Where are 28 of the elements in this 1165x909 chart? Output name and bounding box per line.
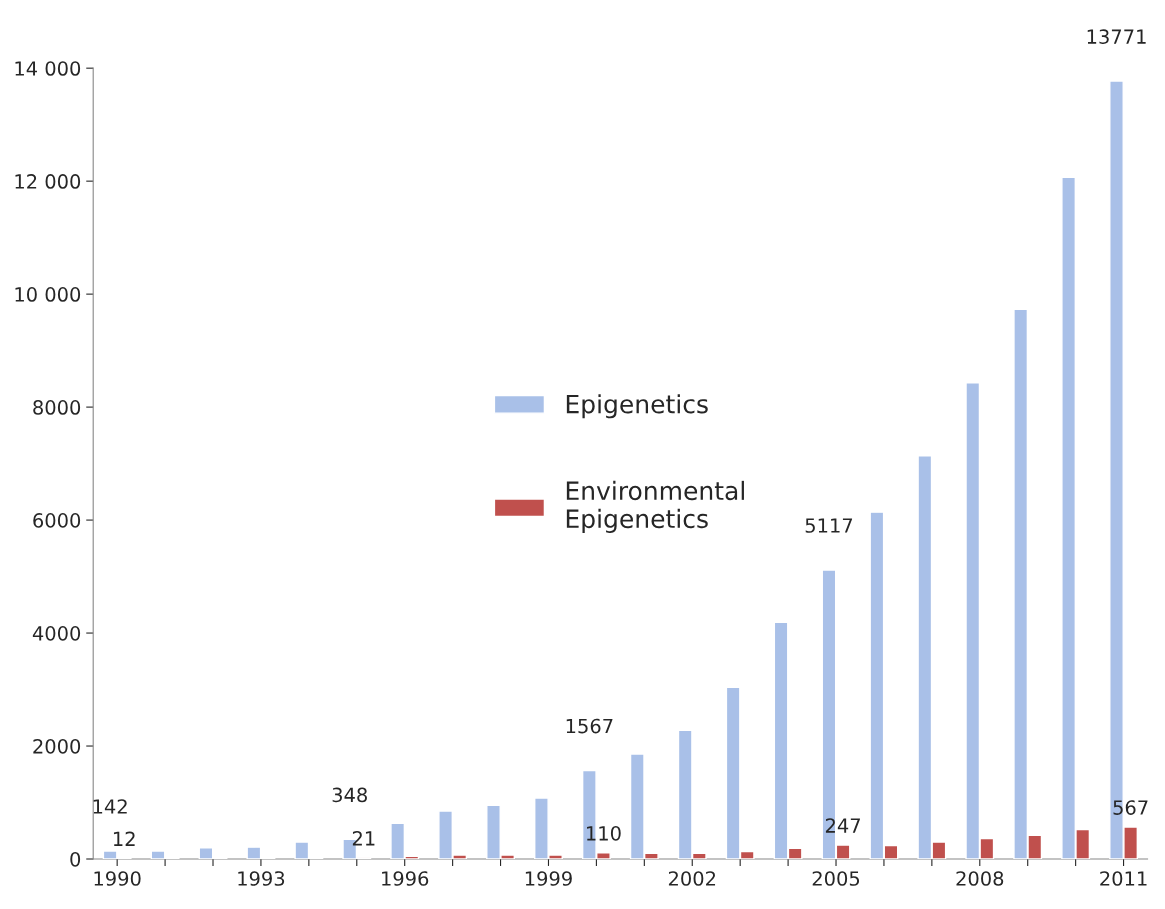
data-label: 13771 bbox=[1087, 29, 1146, 45]
data-label: 348 bbox=[332, 787, 367, 803]
data-label: 567 bbox=[1113, 800, 1148, 815]
y-tick-label: 2000 bbox=[33, 738, 81, 754]
x-tick-label: 2002 bbox=[668, 871, 716, 886]
y-tick-label: 10 000 bbox=[15, 287, 81, 302]
data-label: 247 bbox=[825, 818, 860, 833]
data-label: 12 bbox=[113, 831, 135, 846]
data-label: 142 bbox=[93, 799, 127, 814]
x-tick-label: 2005 bbox=[812, 871, 860, 886]
y-tick-label: 8000 bbox=[33, 400, 81, 415]
data-label: 5117 bbox=[805, 518, 853, 533]
legend-label: Epigenetics bbox=[566, 394, 708, 419]
y-tick-label: 4000 bbox=[32, 626, 81, 641]
y-tick-label: 12 000 bbox=[15, 174, 81, 189]
y-tick-label: 0 bbox=[70, 851, 81, 867]
x-tick-label: 1990 bbox=[94, 871, 141, 886]
x-tick-label: 2008 bbox=[956, 871, 1004, 886]
x-tick-label: 1999 bbox=[525, 871, 572, 886]
data-label: 21 bbox=[352, 831, 375, 846]
y-tick-label: 14 000 bbox=[15, 61, 81, 76]
y-tick-label: 6000 bbox=[33, 513, 81, 528]
x-tick-label: 1993 bbox=[238, 871, 285, 886]
data-label: 1567 bbox=[566, 718, 613, 734]
legend-label: Environmental Epigenetics bbox=[566, 480, 744, 534]
x-tick-label: 1996 bbox=[382, 871, 429, 886]
x-tick-label: 2011 bbox=[1100, 871, 1147, 886]
data-label: 110 bbox=[587, 825, 621, 841]
